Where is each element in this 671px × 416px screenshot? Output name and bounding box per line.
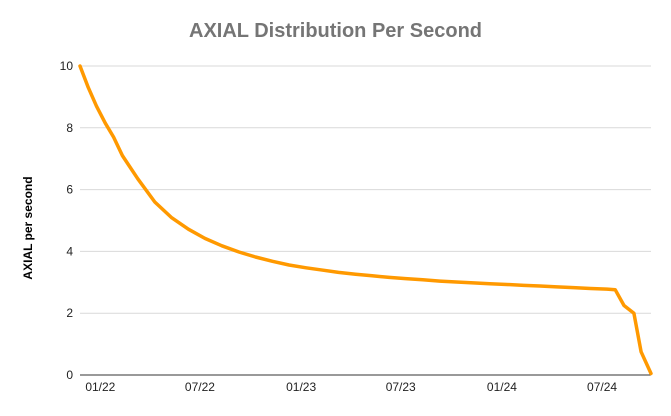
y-tick-labels: 0 2 4 6 8 10	[60, 59, 74, 382]
y-tick-label: 6	[66, 183, 73, 197]
x-tick-label: 01/23	[286, 380, 316, 394]
chart-title: AXIAL Distribution Per Second	[189, 20, 482, 42]
y-axis-title: AXIAL per second	[21, 176, 35, 279]
y-tick-label: 4	[66, 244, 73, 258]
x-tick-label: 01/22	[85, 380, 115, 394]
x-tick-label: 07/22	[185, 380, 215, 394]
y-tick-label: 8	[66, 121, 73, 135]
x-tick-label: 07/23	[386, 380, 416, 394]
y-tick-label: 0	[66, 368, 73, 382]
series-line	[78, 64, 653, 376]
x-tick-labels: 01/22 07/22 01/23 07/23 01/24 07/24	[85, 380, 617, 394]
x-tick-label: 07/24	[587, 380, 617, 394]
series-layer	[78, 64, 653, 376]
y-tick-label: 10	[60, 59, 74, 73]
y-tick-label: 2	[66, 306, 73, 320]
x-tick-label: 01/24	[487, 380, 517, 394]
gridlines	[80, 65, 651, 376]
